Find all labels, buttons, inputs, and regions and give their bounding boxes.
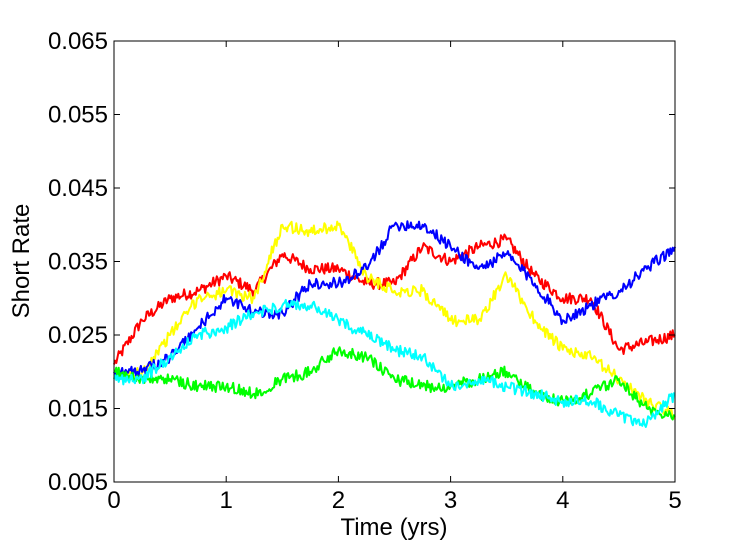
y-tick-label: 0.035 — [48, 249, 108, 276]
x-tick-label: 0 — [107, 487, 120, 514]
tick-layer: 0 1 2 3 4 5 0.005 0.015 0.025 0.035 0.045 0.055 0.06… — [48, 28, 682, 514]
x-tick-label: 2 — [332, 487, 345, 514]
series-line-3 — [113, 220, 676, 379]
y-tick-label: 0.065 — [48, 28, 108, 55]
plot-area — [114, 41, 675, 482]
plot-frame — [113, 40, 676, 483]
y-tick-label: 0.025 — [48, 322, 108, 349]
y-tick-label: 0.015 — [48, 396, 108, 423]
y-tick-label: 0.055 — [48, 102, 108, 129]
x-axis-title: Time (yrs) — [340, 514, 447, 541]
series-layer — [113, 220, 676, 428]
x-tick-label: 3 — [444, 487, 457, 514]
y-tick-label: 0.005 — [48, 469, 108, 496]
series-line-2 — [113, 220, 676, 421]
x-tick-label: 4 — [556, 487, 569, 514]
series-line-5 — [113, 298, 676, 428]
y-tick-label: 0.045 — [48, 175, 108, 202]
y-axis-title: Short Rate — [8, 204, 35, 319]
series-line-1 — [113, 233, 676, 365]
x-tick-label: 1 — [220, 487, 233, 514]
x-tick-label: 5 — [668, 487, 681, 514]
